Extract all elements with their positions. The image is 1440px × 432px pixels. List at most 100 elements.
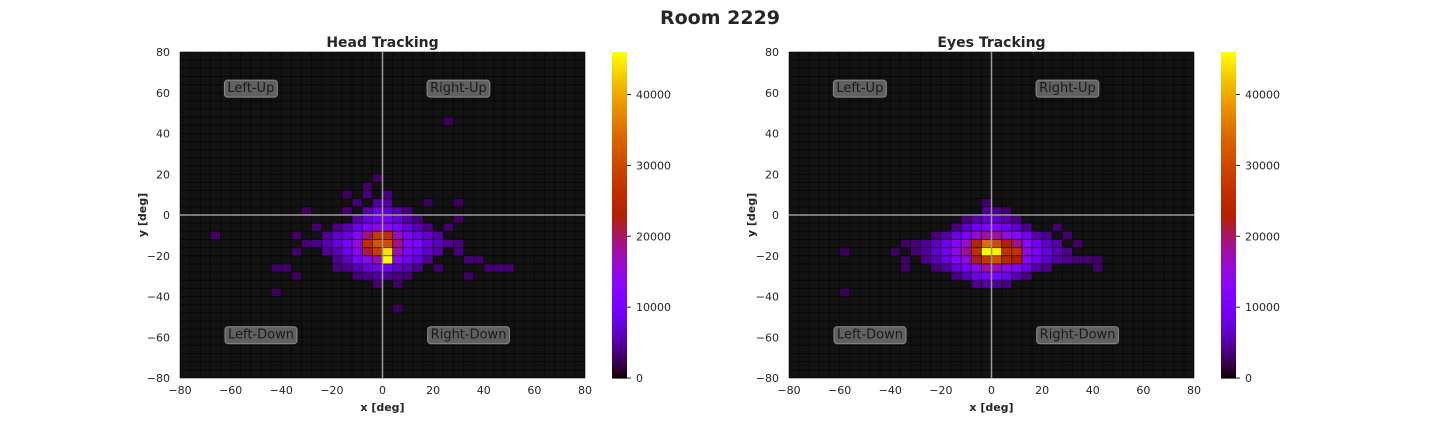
- heatmap-cell: [991, 239, 1002, 248]
- heatmap-cell: [1011, 255, 1022, 264]
- y-tick-label: 40: [156, 128, 170, 141]
- heatmap-cell: [951, 263, 962, 273]
- heatmap-cell: [900, 255, 911, 264]
- colorbar-segment: [1221, 130, 1236, 135]
- colorbar-segment: [1221, 277, 1236, 281]
- colorbar-tick-label: 10000: [636, 301, 671, 314]
- colorbar-segment: [612, 277, 627, 281]
- colorbar-segment: [612, 236, 627, 241]
- colorbar-segment: [1221, 149, 1236, 154]
- heatmap-cell: [493, 263, 504, 273]
- heatmap-cell: [382, 198, 393, 207]
- colorbar-segment: [612, 114, 627, 118]
- heatmap-cell: [900, 263, 911, 273]
- heatmap-cell: [382, 247, 393, 256]
- x-tick-label: −80: [168, 384, 191, 397]
- heatmap-cell: [291, 247, 302, 256]
- heatmap-cell: [1001, 272, 1012, 281]
- heatmap-cell: [971, 215, 982, 224]
- colorbar-segment: [1221, 266, 1236, 270]
- heatmap-cell: [951, 272, 962, 281]
- colorbar-segment: [1221, 358, 1236, 363]
- heatmap-cell: [1001, 255, 1012, 264]
- colorbar-segment: [1221, 54, 1236, 59]
- colorbar-segment: [1221, 225, 1236, 230]
- heatmap-cell: [372, 255, 383, 264]
- heatmap-cell: [342, 247, 353, 256]
- colorbar-segment: [612, 204, 627, 208]
- heatmap-cell: [1011, 239, 1022, 248]
- panel-title: Head Tracking: [326, 35, 438, 51]
- heatmap-cell: [210, 231, 221, 240]
- colorbar-segment: [1221, 204, 1236, 208]
- colorbar-segment: [612, 282, 627, 287]
- colorbar-segment: [1221, 220, 1236, 224]
- y-tick-label: 80: [156, 46, 170, 59]
- colorbar-segment: [612, 293, 627, 298]
- colorbar-segment: [1221, 122, 1236, 126]
- heatmap-cell: [1021, 247, 1032, 256]
- heatmap-cell: [321, 239, 332, 248]
- colorbar-segment: [612, 261, 627, 265]
- x-tick-label: 60: [1136, 384, 1150, 397]
- colorbar-segment: [612, 215, 627, 219]
- heatmap-cell: [321, 231, 332, 240]
- heatmap-cell: [1021, 223, 1032, 232]
- colorbar-segment: [612, 179, 627, 183]
- colorbar-segment: [612, 155, 627, 159]
- crosshair: [789, 52, 1194, 378]
- colorbar-segment: [612, 130, 627, 135]
- colorbar-segment: [1221, 323, 1236, 327]
- y-axis-label: y [deg]: [136, 193, 149, 237]
- heatmap-cell: [1042, 247, 1053, 256]
- colorbar-segment: [612, 326, 627, 330]
- heatmap-cell: [839, 247, 850, 256]
- heatmap-cell: [372, 215, 383, 224]
- heatmap-cell: [1021, 272, 1032, 281]
- heatmap-cell: [463, 272, 474, 281]
- colorbar-segment: [1221, 133, 1236, 137]
- colorbar-segment: [612, 100, 627, 105]
- colorbar-segment: [1221, 291, 1236, 295]
- heatmap-cell: [423, 231, 434, 240]
- figure-title: Room 2229: [660, 7, 780, 29]
- heatmap-cell: [961, 272, 972, 281]
- colorbar-segment: [1221, 68, 1236, 72]
- colorbar-segment: [612, 163, 627, 167]
- colorbar-segment: [1221, 98, 1236, 102]
- colorbar-segment: [612, 68, 627, 72]
- heatmap-cell: [951, 247, 962, 256]
- y-tick-label: 80: [765, 46, 779, 59]
- heatmap-cell: [342, 231, 353, 240]
- heatmap-cell: [402, 239, 413, 248]
- heatmap-cell: [342, 223, 353, 232]
- colorbar-segment: [1221, 318, 1236, 322]
- heatmap-cell: [991, 231, 1002, 240]
- colorbar-segment: [1221, 345, 1236, 349]
- heatmap-cell: [392, 272, 403, 281]
- colorbar-segment: [612, 296, 627, 300]
- y-tick-label: 60: [156, 87, 170, 100]
- colorbar-segment: [612, 217, 627, 222]
- heatmap-cell: [981, 198, 992, 207]
- heatmap-cell: [402, 255, 413, 264]
- x-tick-label: −60: [828, 384, 851, 397]
- heatmap-cell: [372, 239, 383, 248]
- heatmap-cell: [412, 215, 423, 224]
- colorbar-segment: [1221, 312, 1236, 317]
- heatmap-cell: [352, 215, 363, 224]
- heatmap-cell: [301, 206, 312, 215]
- colorbar-segment: [1221, 269, 1236, 273]
- colorbar-segment: [1221, 320, 1236, 325]
- x-tick-label: 0: [379, 384, 386, 397]
- heatmap-cell: [1052, 255, 1063, 264]
- heatmap-cell: [504, 263, 515, 273]
- heatmap-cell: [1011, 247, 1022, 256]
- heatmap-cell: [920, 247, 931, 256]
- y-tick-label: −40: [147, 291, 170, 304]
- colorbar-segment: [612, 190, 627, 194]
- heatmap-cell: [402, 206, 413, 215]
- heatmap-cell: [1072, 255, 1083, 264]
- colorbar-segment: [1221, 310, 1236, 314]
- heatmap-cell: [1042, 231, 1053, 240]
